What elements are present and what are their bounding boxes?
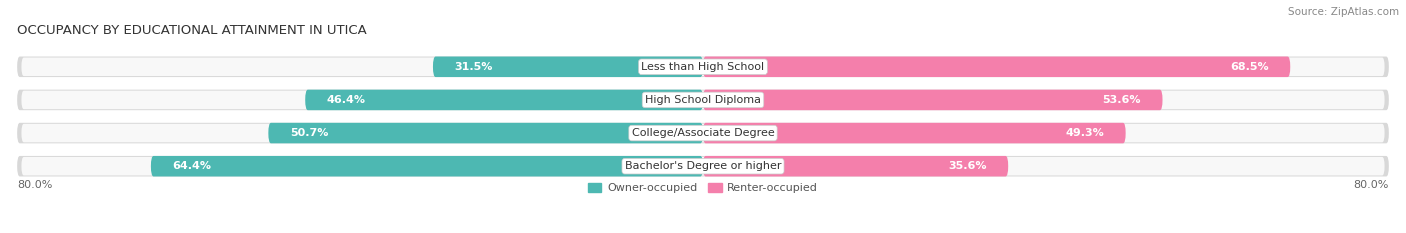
Text: Source: ZipAtlas.com: Source: ZipAtlas.com	[1288, 7, 1399, 17]
Text: Bachelor's Degree or higher: Bachelor's Degree or higher	[624, 161, 782, 171]
Text: 64.4%: 64.4%	[173, 161, 211, 171]
FancyBboxPatch shape	[21, 58, 1385, 76]
Text: 80.0%: 80.0%	[1354, 180, 1389, 190]
Text: 46.4%: 46.4%	[326, 95, 366, 105]
FancyBboxPatch shape	[21, 157, 1385, 175]
Text: 50.7%: 50.7%	[290, 128, 328, 138]
FancyBboxPatch shape	[17, 57, 1389, 77]
FancyBboxPatch shape	[703, 90, 1163, 110]
FancyBboxPatch shape	[703, 123, 1126, 143]
Text: High School Diploma: High School Diploma	[645, 95, 761, 105]
Text: 31.5%: 31.5%	[454, 62, 492, 72]
Text: 53.6%: 53.6%	[1102, 95, 1142, 105]
Text: OCCUPANCY BY EDUCATIONAL ATTAINMENT IN UTICA: OCCUPANCY BY EDUCATIONAL ATTAINMENT IN U…	[17, 24, 367, 37]
FancyBboxPatch shape	[21, 124, 1385, 142]
Text: Less than High School: Less than High School	[641, 62, 765, 72]
FancyBboxPatch shape	[703, 156, 1008, 176]
FancyBboxPatch shape	[17, 90, 1389, 110]
FancyBboxPatch shape	[17, 156, 1389, 176]
FancyBboxPatch shape	[703, 57, 1291, 77]
FancyBboxPatch shape	[21, 91, 1385, 109]
Legend: Owner-occupied, Renter-occupied: Owner-occupied, Renter-occupied	[583, 178, 823, 197]
FancyBboxPatch shape	[433, 57, 703, 77]
Text: 35.6%: 35.6%	[948, 161, 987, 171]
Text: College/Associate Degree: College/Associate Degree	[631, 128, 775, 138]
Text: 68.5%: 68.5%	[1230, 62, 1268, 72]
Text: 80.0%: 80.0%	[17, 180, 52, 190]
FancyBboxPatch shape	[269, 123, 703, 143]
FancyBboxPatch shape	[305, 90, 703, 110]
FancyBboxPatch shape	[17, 123, 1389, 143]
FancyBboxPatch shape	[150, 156, 703, 176]
Text: 49.3%: 49.3%	[1066, 128, 1104, 138]
